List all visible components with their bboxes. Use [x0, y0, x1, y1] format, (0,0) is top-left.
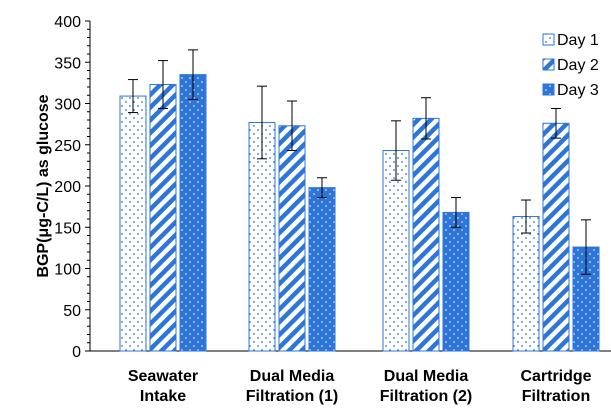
y-tick-label: 100 [54, 262, 81, 279]
bar [442, 211, 470, 352]
bar [542, 122, 570, 352]
x-category-label: Filtration (2) [380, 388, 472, 405]
bar [119, 95, 147, 352]
x-category-label: Cartridge [520, 368, 591, 385]
legend-label: Day 1 [557, 32, 599, 49]
x-category-label: Seawater [128, 368, 198, 385]
bar [308, 187, 336, 352]
x-category-label: Filtration (1) [246, 388, 338, 405]
bar [382, 150, 410, 352]
y-tick-label: 150 [54, 220, 81, 237]
bars [119, 49, 600, 352]
y-axis-label: BGP(μg-C/L) as glucose [35, 94, 52, 277]
x-category-label: Filtration [522, 388, 590, 405]
legend: Day 1 Day 2 Day 3 [542, 32, 599, 99]
y-tick-label: 0 [72, 344, 81, 361]
y-tick-label: 50 [63, 303, 81, 320]
bar [278, 125, 306, 352]
bar [248, 121, 276, 352]
legend-label: Day 2 [557, 57, 599, 74]
legend-swatch [542, 33, 555, 46]
axes: 0 50 100 150 200 250 300 350 400 Seawater Intake Du… [54, 14, 611, 405]
legend-label: Day 3 [557, 82, 599, 99]
bar [412, 117, 440, 352]
x-category-label: Dual Media [250, 368, 335, 385]
x-category-label: Intake [140, 388, 186, 405]
y-tick-label: 350 [54, 55, 81, 72]
bar [179, 74, 207, 352]
bar [149, 84, 177, 352]
y-tick-label: 300 [54, 97, 81, 114]
legend-swatch [542, 83, 555, 96]
x-category-label: Dual Media [384, 368, 469, 385]
y-tick-label: 200 [54, 179, 81, 196]
y-tick-label: 400 [54, 14, 81, 31]
y-tick-label: 250 [54, 138, 81, 155]
legend-swatch [542, 58, 555, 71]
bar [512, 216, 540, 352]
